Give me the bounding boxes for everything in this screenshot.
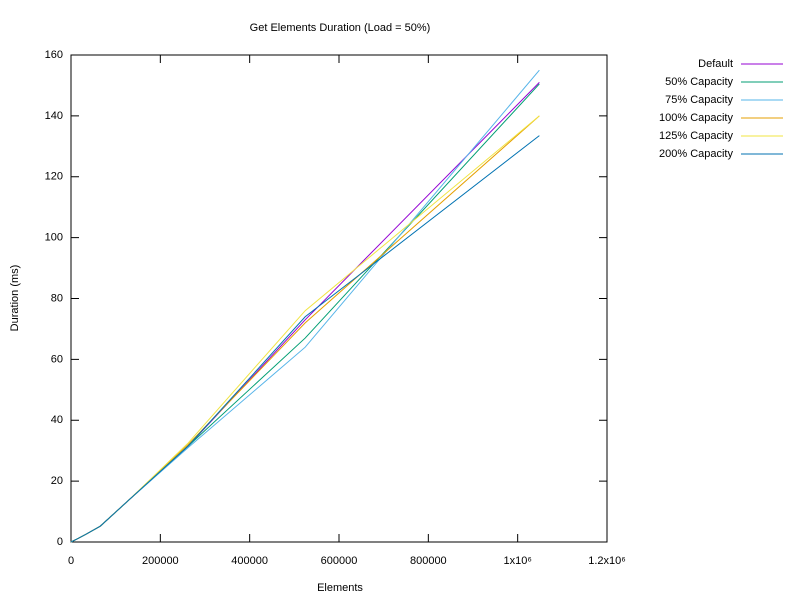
- legend-label: 200% Capacity: [659, 148, 733, 160]
- y-tick-label: 0: [57, 536, 63, 548]
- y-tick-label: 80: [51, 292, 63, 304]
- legend-label: 100% Capacity: [659, 112, 733, 124]
- y-tick-label: 100: [45, 232, 63, 244]
- legend-label: 75% Capacity: [665, 94, 733, 106]
- x-axis-label: Elements: [317, 582, 363, 594]
- y-tick-label: 160: [45, 49, 63, 61]
- x-tick-label: 1.2x10⁶: [588, 555, 626, 567]
- legend-label: 125% Capacity: [659, 130, 733, 142]
- series-line: [70, 135, 540, 543]
- y-tick-label: 40: [51, 414, 63, 426]
- legend-label: Default: [698, 58, 733, 70]
- x-tick-label: 200000: [142, 555, 179, 567]
- x-tick-label: 800000: [410, 555, 447, 567]
- x-tick-label: 600000: [321, 555, 358, 567]
- x-tick-label: 0: [68, 555, 74, 567]
- y-tick-label: 60: [51, 353, 63, 365]
- legend-label: 50% Capacity: [665, 76, 733, 88]
- y-tick-label: 20: [51, 475, 63, 487]
- x-tick-label: 400000: [231, 555, 268, 567]
- y-axis-label: Duration (ms): [9, 265, 21, 332]
- y-tick-label: 140: [45, 110, 63, 122]
- y-tick-label: 120: [45, 171, 63, 183]
- chart-title: Get Elements Duration (Load = 50%): [250, 22, 431, 34]
- x-tick-label: 1x10⁶: [503, 555, 531, 567]
